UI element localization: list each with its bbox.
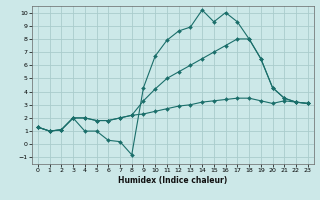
X-axis label: Humidex (Indice chaleur): Humidex (Indice chaleur)	[118, 176, 228, 185]
